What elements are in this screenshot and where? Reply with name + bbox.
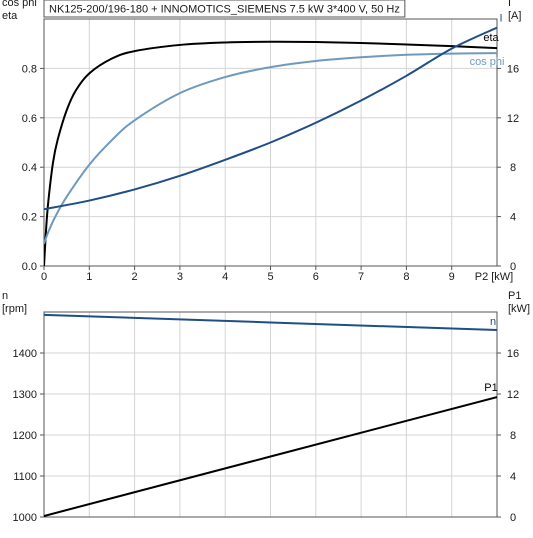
top-right-axis-title-1: [A] — [508, 10, 521, 22]
chart-title: NK125-200/196-180 + INNOMOTICS_SIEMENS 7… — [49, 4, 400, 16]
bottom-plot: 100011001200130014000481216n[rpm]P1[kW]n… — [2, 290, 530, 524]
top-right-tick-label: 0 — [510, 261, 516, 273]
top-series-eta-line — [44, 40, 497, 266]
bottom-right-axis-title-0: P1 — [508, 290, 521, 302]
top-series-i-line — [44, 26, 497, 211]
top-left-axis-title-0: cos phi — [2, 0, 37, 9]
bottom-right-tick-label: 8 — [510, 430, 516, 442]
top-x-axis-title: P2 [kW] — [475, 271, 514, 283]
bottom-right-tick-label: 12 — [507, 389, 519, 401]
top-x-tick-label: 4 — [222, 271, 228, 283]
bottom-left-tick-label: 1200 — [13, 430, 37, 442]
top-x-tick-label: 9 — [449, 271, 455, 283]
bottom-left-tick-label: 1400 — [13, 348, 37, 360]
top-x-tick-label: 0 — [41, 271, 47, 283]
top-left-tick-label: 0.0 — [22, 261, 37, 273]
top-right-tick-label: 16 — [507, 63, 519, 75]
top-left-tick-label: 0.8 — [22, 63, 37, 75]
chart-title-box: NK125-200/196-180 + INNOMOTICS_SIEMENS 7… — [43, 0, 406, 18]
top-right-tick-label: 12 — [507, 113, 519, 125]
top-left-tick-label: 0.4 — [22, 162, 37, 174]
top-x-tick-label: 8 — [403, 271, 409, 283]
top-x-tick-label: 7 — [358, 271, 364, 283]
top-x-tick-label: 6 — [313, 271, 319, 283]
top-series-label-eta: eta — [483, 32, 499, 44]
top-series-label-i: I — [499, 13, 502, 25]
top-left-tick-label: 0.6 — [22, 113, 37, 125]
top-right-tick-label: 8 — [510, 162, 516, 174]
bottom-left-axis-title-0: n — [2, 290, 8, 302]
top-series-cos-phi-line — [44, 52, 497, 245]
bottom-plot-frame — [43, 311, 498, 518]
bottom-right-tick-label: 4 — [510, 471, 516, 483]
chart-title-frame — [43, 0, 406, 18]
top-right-axis-title-0: I — [508, 0, 511, 9]
top-x-tick-label: 3 — [177, 271, 183, 283]
bottom-left-tick-label: 1300 — [13, 389, 37, 401]
bottom-left-tick-label: 1000 — [13, 512, 37, 524]
bottom-left-tick-label: 1100 — [13, 471, 37, 483]
bottom-series-n-line — [44, 313, 497, 332]
top-x-tick-label: 1 — [86, 271, 92, 283]
bottom-series-p1-line — [44, 396, 497, 517]
bottom-right-tick-label: 16 — [507, 348, 519, 360]
top-left-axis-title-1: eta — [2, 10, 18, 22]
top-x-tick-label: 2 — [132, 271, 138, 283]
top-x-tick-label: 5 — [267, 271, 273, 283]
bottom-right-tick-label: 0 — [510, 512, 516, 524]
top-right-tick-label: 4 — [510, 212, 516, 224]
bottom-series-label-n: n — [490, 316, 496, 328]
bottom-left-axis-title-1: [rpm] — [2, 303, 27, 315]
bottom-series-label-p1: P1 — [484, 382, 497, 394]
top-series-label-cos-phi: cos phi — [470, 56, 505, 68]
top-left-tick-label: 0.2 — [22, 212, 37, 224]
bottom-right-axis-title-1: [kW] — [508, 303, 530, 315]
